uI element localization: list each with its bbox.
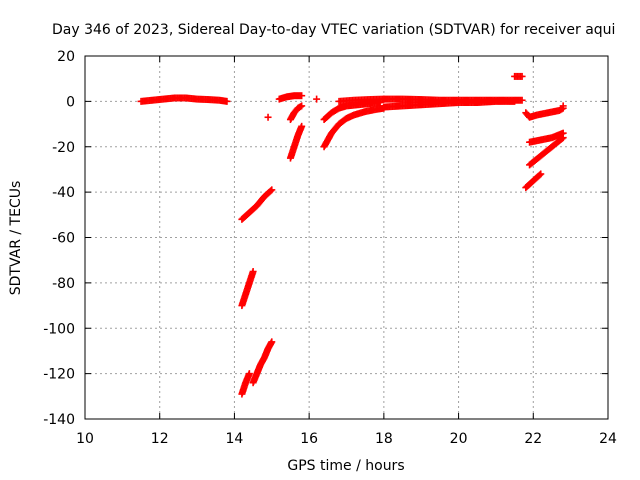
data-point (298, 92, 306, 100)
data-points (137, 72, 567, 398)
data-point (537, 170, 545, 178)
y-tick-label: 0 (66, 94, 75, 110)
data-point (518, 72, 526, 80)
y-tick-label: -120 (43, 367, 75, 383)
data-point (313, 95, 321, 103)
data-point (559, 129, 567, 137)
y-tick-label: -100 (43, 321, 75, 337)
x-tick-label: 16 (300, 431, 318, 447)
grid (85, 56, 608, 419)
data-point (267, 187, 275, 195)
x-tick-label: 10 (76, 431, 94, 447)
plot-frame (84, 55, 609, 420)
y-tick-labels: -140 -120 -100 -80 -60 -40 -20 0 20 (43, 49, 75, 428)
x-tick-label: 20 (450, 431, 468, 447)
data-point (559, 102, 567, 110)
data-point (298, 122, 306, 130)
y-tick-label: -140 (43, 412, 75, 428)
data-point (298, 102, 306, 110)
data-point (264, 113, 272, 121)
data-point (223, 97, 231, 105)
data-point (245, 370, 253, 378)
data-point (268, 186, 276, 194)
y-tick-label: -80 (52, 276, 75, 292)
data-point (518, 96, 526, 104)
x-tick-label: 24 (599, 431, 617, 447)
y-tick-label: -40 (52, 185, 75, 201)
data-point (536, 171, 544, 179)
x-tick-label: 12 (151, 431, 169, 447)
x-tick-label: 14 (226, 431, 244, 447)
y-axis-title: SDTVAR / TECUs (8, 181, 24, 296)
chart-title: Day 346 of 2023, Sidereal Day-to-day VTE… (52, 22, 615, 38)
x-axis-title: GPS time / hours (287, 458, 404, 474)
x-tick-label: 18 (375, 431, 393, 447)
data-point (268, 338, 276, 346)
y-tick-label: 20 (57, 49, 75, 65)
x-tick-label: 22 (524, 431, 542, 447)
y-tick-label: -20 (52, 140, 75, 156)
data-point (249, 268, 257, 276)
y-tick-label: -60 (52, 231, 75, 247)
x-tick-labels: 10 12 14 16 18 20 22 24 (76, 431, 617, 447)
